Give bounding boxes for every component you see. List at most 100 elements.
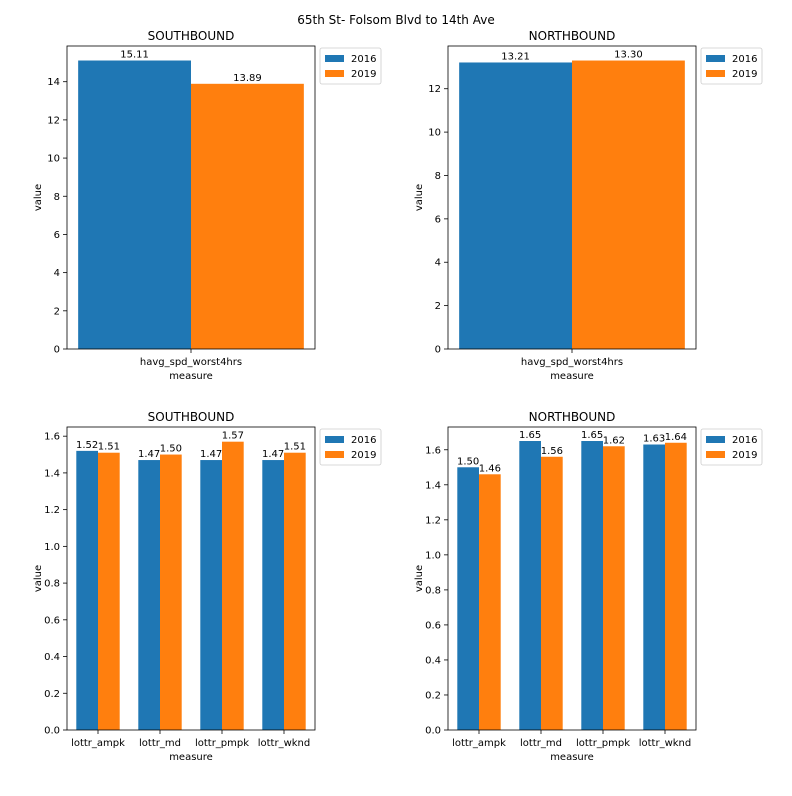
legend-label: 2016 — [351, 54, 376, 65]
data-label: 1.65 — [581, 430, 603, 441]
x-axis-label: measure — [169, 752, 213, 763]
bar-2016-lottr_pmpk — [200, 460, 222, 730]
subplot-title: SOUTHBOUND — [148, 29, 235, 43]
legend-label: 2019 — [732, 69, 757, 80]
y-tick-label: 0.0 — [44, 726, 60, 737]
y-tick-label: 0.6 — [425, 620, 441, 631]
bar-2016-lottr_pmpk — [581, 441, 603, 730]
y-tick-label: 10 — [428, 128, 441, 139]
y-tick-label: 6 — [435, 214, 441, 225]
legend-label: 2019 — [351, 69, 376, 80]
x-tick-label: lottr_wknd — [258, 738, 311, 749]
bar-2019-havg_spd_worst4hrs — [191, 83, 304, 350]
y-axis-label: value — [33, 565, 44, 592]
y-tick-label: 0.2 — [44, 689, 60, 700]
legend-swatch-2019 — [325, 451, 344, 458]
bar-2016-lottr_md — [519, 441, 541, 730]
bar-2019-lottr_wknd — [284, 452, 306, 730]
legend-label: 2016 — [732, 435, 757, 446]
y-tick-label: 2 — [54, 306, 60, 317]
y-tick-label: 0.2 — [425, 690, 441, 701]
y-tick-label: 0.8 — [425, 585, 441, 596]
bar-2016-havg_spd_worst4hrs — [459, 62, 572, 349]
legend: 2016 2019 — [700, 47, 763, 85]
data-label: 1.47 — [262, 449, 284, 460]
bar-2019-lottr_md — [541, 456, 563, 730]
x-tick-label: havg_spd_worst4hrs — [140, 357, 242, 368]
data-label: 1.47 — [138, 449, 160, 460]
bar-2019-lottr_md — [160, 454, 182, 730]
subplot-1: 15.11 13.89 havg_spd_worst4hrs 0 2 4 6 8 10 12 14 S… — [33, 29, 382, 382]
legend: 2016 2019 — [319, 47, 382, 85]
legend-swatch-2016 — [325, 436, 344, 443]
legend-swatch-2016 — [706, 436, 725, 443]
data-label: 1.64 — [665, 432, 687, 443]
legend-label: 2016 — [351, 435, 376, 446]
x-tick-label: lottr_md — [139, 738, 181, 749]
bar-2016-lottr_ampk — [76, 450, 98, 730]
data-label: 1.50 — [160, 444, 182, 455]
legend-label: 2016 — [732, 54, 757, 65]
y-tick-label: 0.6 — [44, 615, 60, 626]
figure-title: 65th St- Folsom Blvd to 14th Ave — [297, 13, 495, 27]
legend: 2016 2019 — [700, 428, 763, 466]
data-label: 1.62 — [603, 435, 625, 446]
y-tick-label: 0.4 — [44, 652, 60, 663]
data-label: 1.56 — [541, 446, 563, 457]
y-tick-label: 1.0 — [44, 542, 60, 553]
subplot-2: 13.21 13.30 havg_spd_worst4hrs 0 2 4 6 8 10 12 NOR… — [414, 29, 763, 382]
y-tick-label: 4 — [435, 258, 441, 269]
x-axis-label: measure — [550, 752, 594, 763]
y-tick-label: 8 — [54, 192, 60, 203]
y-tick-label: 0.0 — [425, 726, 441, 737]
y-tick-label: 0.4 — [425, 655, 441, 666]
y-tick-label: 1.2 — [425, 515, 441, 526]
x-tick-label: lottr_wknd — [639, 738, 692, 749]
x-tick-label: lottr_ampk — [452, 738, 506, 749]
y-tick-label: 12 — [47, 115, 60, 126]
bar-2016-lottr_md — [138, 460, 160, 730]
data-label: 1.51 — [98, 442, 120, 453]
legend-swatch-2016 — [706, 55, 725, 62]
data-label: 1.51 — [284, 442, 306, 453]
data-label: 13.89 — [233, 73, 262, 84]
x-tick-label: lottr_md — [520, 738, 562, 749]
data-label: 1.47 — [200, 449, 222, 460]
bar-2016-lottr_wknd — [262, 460, 284, 730]
bar-2019-lottr_pmpk — [222, 441, 244, 730]
subplot-title: NORTHBOUND — [529, 410, 616, 424]
y-tick-label: 1.0 — [425, 550, 441, 561]
bar-2016-havg_spd_worst4hrs — [78, 60, 191, 349]
bar-2019-lottr_ampk — [479, 474, 501, 730]
axes-frame — [447, 426, 697, 731]
data-label: 1.63 — [643, 434, 665, 445]
y-tick-label: 0.8 — [44, 579, 60, 590]
y-axis-label: value — [414, 184, 425, 211]
bar-2019-lottr_ampk — [98, 452, 120, 730]
legend-swatch-2016 — [325, 55, 344, 62]
legend: 2016 2019 — [319, 428, 382, 466]
y-tick-label: 2 — [435, 301, 441, 312]
y-tick-label: 0 — [54, 345, 60, 356]
bar-2019-havg_spd_worst4hrs — [572, 60, 685, 349]
y-tick-label: 1.4 — [44, 468, 60, 479]
data-label: 15.11 — [120, 50, 149, 61]
x-tick-label: lottr_ampk — [71, 738, 125, 749]
y-tick-label: 10 — [47, 154, 60, 165]
legend-swatch-2019 — [706, 451, 725, 458]
y-tick-label: 4 — [54, 268, 60, 279]
axes-frame — [66, 45, 316, 350]
y-tick-label: 1.2 — [44, 505, 60, 516]
x-tick-label: lottr_pmpk — [576, 738, 630, 749]
y-tick-label: 1.4 — [425, 480, 441, 491]
x-axis-label: measure — [169, 371, 213, 382]
subplot-title: SOUTHBOUND — [148, 410, 235, 424]
y-tick-label: 1.6 — [425, 445, 441, 456]
legend-label: 2019 — [351, 450, 376, 461]
x-tick-label: havg_spd_worst4hrs — [521, 357, 623, 368]
data-label: 1.50 — [457, 456, 479, 467]
legend-swatch-2019 — [706, 70, 725, 77]
